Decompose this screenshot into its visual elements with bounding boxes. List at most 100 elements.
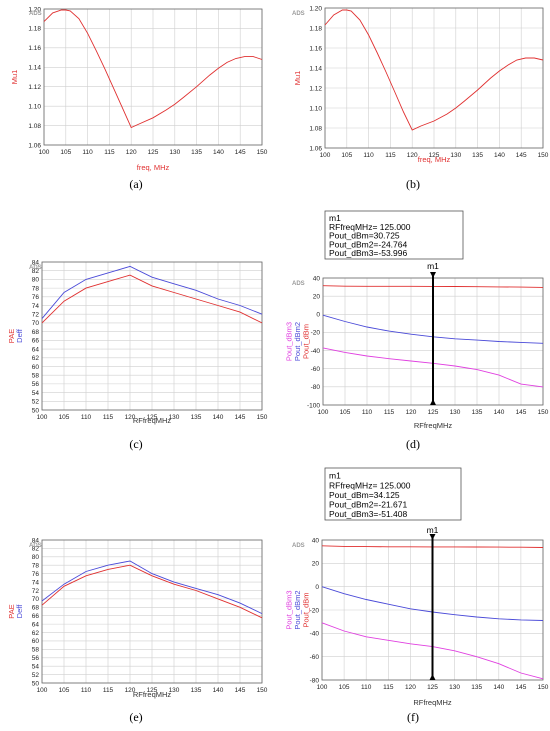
x-tick-label: 135	[471, 684, 482, 691]
y-tick-label: 56	[32, 655, 40, 662]
x-tick-label: 105	[59, 687, 70, 694]
y-tick-label: 60	[32, 364, 40, 371]
x-tick-label: 145	[516, 152, 527, 159]
chart-4: 100 105 110 115 120 125 130 135 140 145 150 40 20 0 -2…	[285, 210, 549, 451]
x-tick-label: 125	[429, 152, 440, 159]
x-tick-label: 150	[257, 687, 268, 694]
chart-2: 100 105 110 115 120 125 130 135 140 145 150 1.20 1.1…	[292, 5, 549, 191]
x-tick-label: 135	[191, 687, 202, 694]
y-axis-label-part: Pout_dBm3	[285, 590, 294, 629]
y-tick-label: 54	[32, 663, 40, 670]
y-tick-label: 70	[32, 596, 40, 603]
marker-readout-line: m1	[329, 213, 341, 223]
chart-3: 100 105 110 115 120 125 130 135 140 145 1508482807…	[7, 259, 268, 451]
plot-frame	[41, 261, 263, 411]
x-tick-label: 135	[472, 152, 483, 159]
y-tick-label: 68	[32, 605, 40, 612]
marker-readout-box	[324, 210, 464, 260]
y-tick-label: -40	[311, 348, 321, 355]
y-tick-label: 62	[32, 630, 40, 637]
chart-caption: (e)	[129, 710, 142, 724]
y-tick-label: 1.10	[28, 103, 41, 110]
marker-label: m1	[427, 261, 439, 271]
ads-watermark: ADS	[292, 543, 305, 549]
series-line-pae	[41, 564, 263, 619]
y-tick-label: 82	[32, 268, 40, 275]
x-tick-label: 150	[257, 149, 268, 156]
x-tick-label: 120	[406, 409, 417, 416]
x-tick-label: 110	[81, 414, 92, 421]
y-tick-label: 40	[313, 275, 321, 282]
x-axis-label: freq, MHz	[418, 155, 451, 164]
x-tick-label: 110	[81, 687, 92, 694]
x-tick-label: 115	[385, 152, 396, 159]
x-tick-label: 100	[317, 684, 328, 691]
y-tick-label: 84	[32, 259, 40, 266]
y-tick-label: 72	[32, 312, 40, 319]
y-tick-label: 64	[32, 346, 40, 353]
y-tick-label: 64	[32, 621, 40, 628]
chart-caption: (a)	[129, 177, 142, 191]
x-tick-label: 130	[450, 409, 461, 416]
ads-watermark: ADS	[292, 281, 305, 287]
x-axis-label: freq, MHz	[137, 163, 170, 172]
ads-watermark: ADS	[29, 543, 42, 549]
y-tick-label: 1.20	[309, 5, 322, 12]
chart-caption: (b)	[406, 177, 420, 191]
y-tick-label: 62	[32, 355, 40, 362]
marker-readout-line: RFfreqMHz= 125.000	[329, 480, 411, 490]
plot-frame	[41, 539, 263, 684]
x-tick-label: 150	[538, 684, 549, 691]
x-tick-label: 110	[362, 409, 373, 416]
chart-caption: (f)	[407, 710, 419, 724]
x-tick-label: 140	[493, 684, 504, 691]
series-line-mu1	[324, 9, 544, 131]
ads-watermark: ADS	[29, 11, 42, 17]
y-tick-label: 20	[312, 561, 320, 568]
x-tick-label: 140	[213, 687, 224, 694]
y-tick-label: 52	[32, 672, 40, 679]
y-tick-label: 56	[32, 381, 40, 388]
chart-caption: (c)	[129, 437, 142, 451]
y-tick-label: 20	[313, 293, 321, 300]
x-tick-label: 120	[125, 414, 136, 421]
grid	[41, 261, 263, 411]
y-tick-label: 52	[32, 399, 40, 406]
ads-watermark: ADS	[292, 11, 305, 17]
y-tick-label: 1.10	[309, 105, 322, 112]
x-tick-label: 140	[494, 152, 505, 159]
y-axis-label-part: PAE	[7, 329, 16, 343]
x-tick-label: 120	[407, 152, 418, 159]
y-tick-label: 1.12	[28, 84, 41, 91]
x-tick-label: 115	[104, 149, 115, 156]
y-axis-label-part: Pout_dBm	[301, 592, 310, 627]
y-tick-label: 40	[312, 537, 320, 544]
y-axis-label-part: PAE	[7, 604, 16, 618]
x-tick-label: 135	[191, 149, 202, 156]
y-tick-label: 50	[32, 680, 40, 687]
x-tick-label: 140	[213, 414, 224, 421]
y-tick-label: 78	[32, 563, 40, 570]
plot-frame	[43, 8, 263, 146]
x-tick-label: 130	[450, 152, 461, 159]
y-axis-label-part: Pout_dBm2	[293, 590, 302, 629]
y-axis-label: Mu1	[293, 71, 302, 86]
y-tick-label: -100	[307, 402, 320, 409]
x-tick-label: 100	[37, 414, 48, 421]
x-tick-label: 140	[213, 149, 224, 156]
y-tick-label: 1.06	[309, 145, 322, 152]
chart-caption: (d)	[406, 437, 420, 451]
x-tick-label: 105	[340, 409, 351, 416]
y-axis-label: Mu1	[10, 70, 19, 85]
x-tick-label: 105	[60, 149, 71, 156]
y-tick-label: 1.12	[309, 85, 322, 92]
y-tick-label: 58	[32, 372, 40, 379]
x-tick-label: 115	[383, 684, 394, 691]
y-tick-label: 0	[315, 584, 319, 591]
marker-readout-line: Pout_dBm2=-24.764	[329, 239, 407, 249]
y-tick-label: 74	[32, 579, 40, 586]
y-tick-label: 50	[32, 407, 40, 414]
x-tick-label: 150	[538, 409, 549, 416]
x-tick-label: 120	[126, 149, 137, 156]
x-tick-label: 115	[384, 409, 395, 416]
